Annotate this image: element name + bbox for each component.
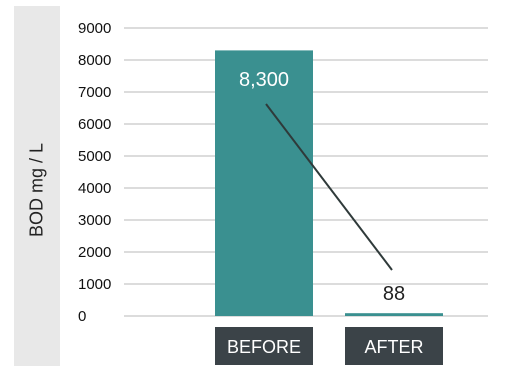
bar-before bbox=[215, 50, 313, 317]
y-tick-label: 7000 bbox=[78, 84, 111, 101]
y-tick-label: 2000 bbox=[78, 244, 111, 261]
y-axis-label-band bbox=[14, 6, 60, 366]
y-tick-label: 9000 bbox=[78, 20, 111, 37]
y-tick-label: 0 bbox=[78, 308, 86, 325]
y-tick-label: 1000 bbox=[78, 276, 111, 293]
x-tick-label-before: BEFORE bbox=[227, 337, 301, 357]
bar-after bbox=[345, 313, 443, 316]
y-tick-label: 8000 bbox=[78, 52, 111, 69]
y-tick-label: 3000 bbox=[78, 212, 111, 229]
data-label-after: 88 bbox=[383, 283, 405, 305]
x-tick-label-after: AFTER bbox=[364, 337, 423, 357]
y-tick-label: 6000 bbox=[78, 116, 111, 133]
y-tick-label: 5000 bbox=[78, 148, 111, 165]
trend-line bbox=[265, 103, 393, 271]
category-box-after bbox=[345, 327, 443, 365]
y-tick-label: 4000 bbox=[78, 180, 111, 197]
category-box-before bbox=[215, 327, 313, 365]
data-label-before: 8,300 bbox=[239, 69, 289, 91]
